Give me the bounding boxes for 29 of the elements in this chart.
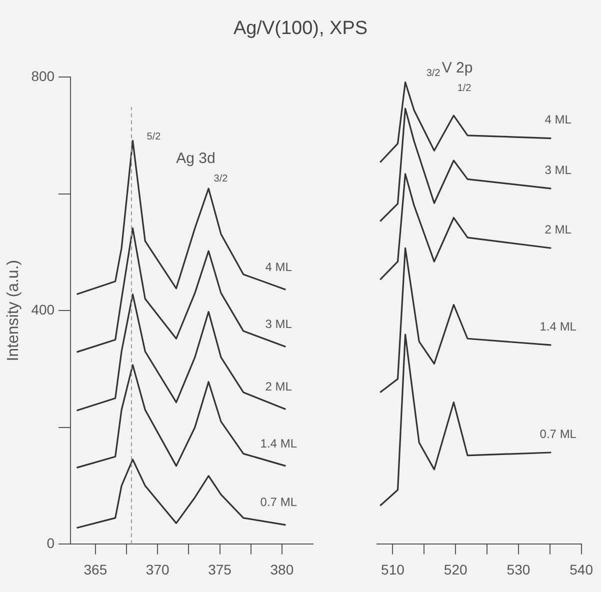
series-label: 3 ML [265, 317, 292, 332]
y-tick-label: 0 [46, 535, 55, 552]
annotation: 1/2 [457, 83, 472, 94]
x-tick-label: 540 [570, 561, 594, 578]
annotation: 3/2 [214, 173, 228, 184]
x-tick-label: 365 [84, 561, 108, 578]
y-tick-label: 800 [31, 68, 55, 84]
series-label: 3 ML [544, 162, 572, 177]
x-tick-label: 530 [506, 561, 530, 578]
chart-title: Ag/V(100), XPS [232, 18, 369, 40]
series-label: 1.4 ML [260, 436, 298, 450]
x-tick-label: 510 [381, 561, 405, 578]
series-label: 2 ML [544, 222, 572, 236]
x-tick-label: 380 [270, 561, 294, 578]
x-tick-label: 370 [146, 561, 170, 578]
x-tick-label: 375 [208, 561, 232, 578]
series-label: 1.4 ML [540, 319, 577, 334]
x-tick-label: 520 [444, 561, 468, 578]
series-label: 0.7 ML [260, 495, 298, 510]
text: V 2p [442, 59, 473, 76]
series-label: 2 ML [265, 380, 292, 394]
annotation: Ag 3d [176, 150, 216, 167]
annotation: 5/2 [146, 131, 162, 142]
series-label: 4 ML [265, 260, 292, 274]
y-axis-title: Intensity (a.u.) [5, 260, 22, 362]
annotation: 3/2 [426, 68, 441, 80]
y-tick-label: 400 [31, 301, 55, 318]
series-label: 0.7 ML [540, 426, 577, 441]
series-label: 4 ML [544, 112, 572, 127]
